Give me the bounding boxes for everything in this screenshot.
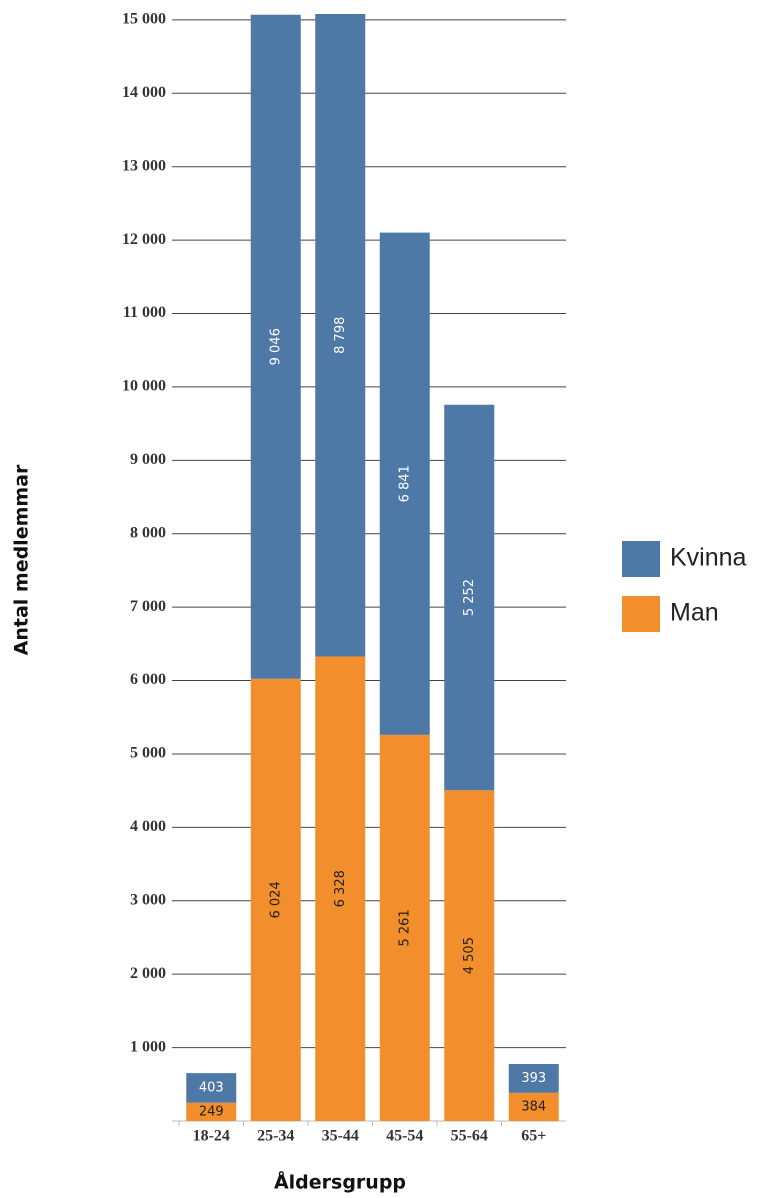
- data-label: 6 841: [397, 465, 412, 502]
- data-label: 6 328: [333, 870, 348, 907]
- y-tick-label: 3 000: [130, 891, 166, 908]
- bar-segment: [315, 14, 366, 657]
- y-tick-label: 7 000: [130, 598, 166, 615]
- y-tick-label: 15 000: [122, 11, 166, 28]
- bar-segment: [250, 14, 301, 679]
- data-label: 393: [521, 1071, 546, 1086]
- data-label: 9 046: [268, 328, 283, 365]
- data-label: 384: [521, 1099, 546, 1114]
- data-label: 5 261: [397, 909, 412, 946]
- bar-segment: [444, 790, 495, 1121]
- bar-segment: [250, 678, 301, 1121]
- y-axis-title: Antal medlemmar: [11, 464, 33, 655]
- legend-label: Man: [670, 599, 719, 627]
- y-tick-label: 14 000: [122, 84, 166, 101]
- y-tick-label: 4 000: [130, 818, 166, 835]
- bar-segment: [508, 1063, 559, 1093]
- y-tick-label: 6 000: [130, 671, 166, 688]
- x-tick-label: 35-44: [322, 1128, 359, 1145]
- x-tick-label: 25-34: [257, 1128, 294, 1145]
- x-tick-label: 18-24: [193, 1128, 230, 1145]
- legend-swatch: [622, 596, 660, 632]
- data-label: 8 798: [333, 317, 348, 354]
- y-tick-label: 2 000: [130, 965, 166, 982]
- data-labels: 249 403 6 024 9 046 6 328 8 798 5 261 6 841 4 50…: [199, 317, 546, 1120]
- bar-segment: [315, 656, 366, 1121]
- bar-segment: [379, 734, 430, 1121]
- y-tick-label: 10 000: [122, 378, 166, 395]
- bar-segment: [186, 1073, 237, 1103]
- y-tick-label: 1 000: [130, 1038, 166, 1055]
- bar-segment: [186, 1102, 237, 1121]
- y-tick-label: 12 000: [122, 231, 166, 248]
- bar-segment: [508, 1092, 559, 1121]
- data-label: 6 024: [268, 881, 283, 918]
- bar-segment: [379, 232, 430, 735]
- legend-swatch: [622, 541, 660, 577]
- x-axis-title: Åldersgrupp: [274, 1170, 406, 1194]
- y-tick-label: 11 000: [123, 304, 166, 321]
- data-label: 5 252: [462, 579, 477, 616]
- data-label: 4 505: [462, 937, 477, 974]
- x-tick-label: 65+: [521, 1128, 546, 1145]
- data-label: 249: [199, 1104, 224, 1119]
- bar-segment: [444, 404, 495, 791]
- y-tick-label: 13 000: [122, 157, 166, 174]
- x-tick-label: 45-54: [386, 1128, 423, 1145]
- y-tick-label: 9 000: [130, 451, 166, 468]
- data-label: 403: [199, 1080, 224, 1095]
- y-tick-label: 8 000: [130, 524, 166, 541]
- bars: [186, 14, 559, 1121]
- legend-label: Kvinna: [670, 544, 747, 572]
- y-tick-label: 5 000: [130, 745, 166, 762]
- x-tick-label: 55-64: [451, 1128, 488, 1145]
